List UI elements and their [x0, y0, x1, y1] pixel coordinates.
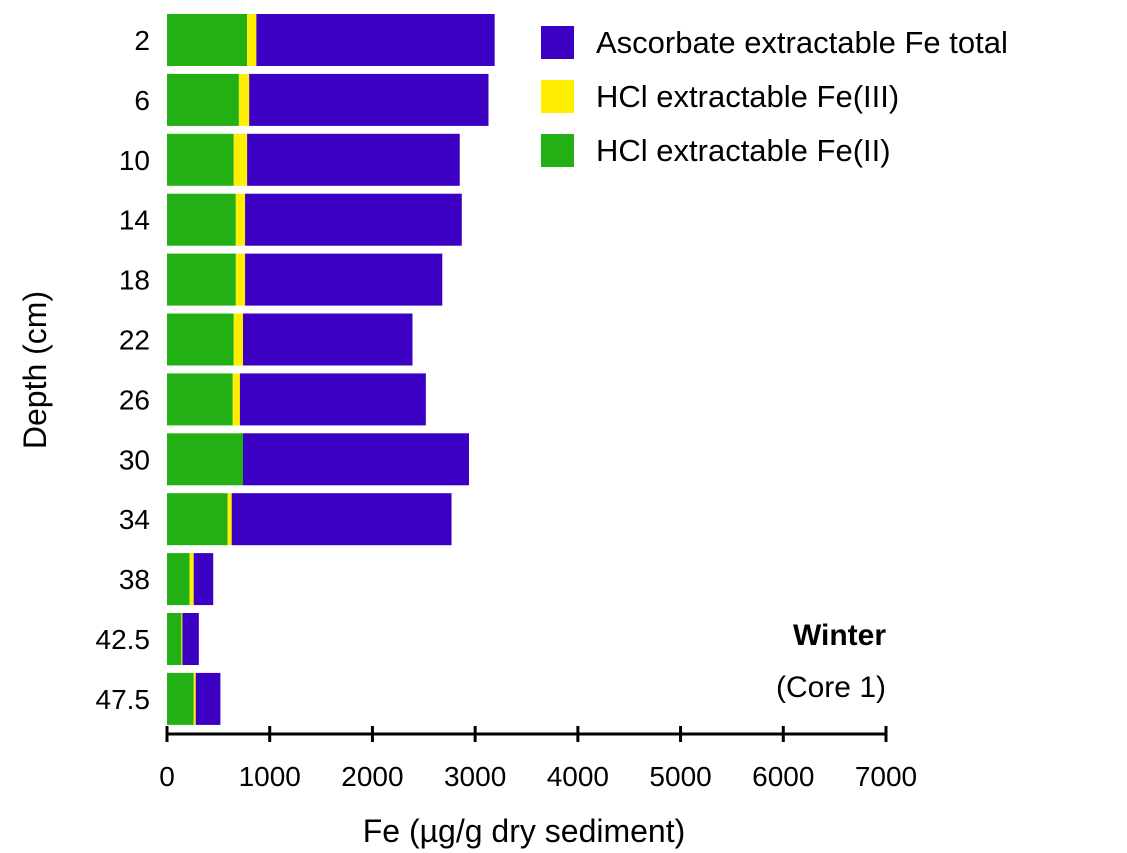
bar-segment-2-depth-3 [245, 193, 462, 246]
bar-segment-1-depth-10 [181, 613, 183, 665]
bar-segment-2-depth-10 [182, 613, 199, 665]
y-tick-label: 47.5 [96, 684, 151, 715]
x-tick-label: 2000 [341, 761, 403, 792]
bar-segment-1-depth-11 [193, 672, 196, 725]
bar-segment-1-depth-9 [189, 553, 194, 606]
bar-segment-0-depth-3 [167, 193, 236, 246]
x-tick-label: 0 [159, 761, 175, 792]
bar-segment-2-depth-0 [256, 14, 495, 66]
legend-swatch [541, 134, 574, 167]
bar-segment-0-depth-0 [167, 14, 248, 66]
bar-segment-0-depth-9 [167, 553, 190, 606]
y-tick-label: 34 [119, 504, 150, 535]
bar-segment-2-depth-11 [195, 672, 221, 725]
x-tick-label: 7000 [855, 761, 917, 792]
bar-segment-0-depth-4 [167, 253, 236, 306]
x-axis [165, 726, 888, 742]
bar-segment-1-depth-2 [233, 133, 248, 186]
x-tick-label: 3000 [444, 761, 506, 792]
y-tick-label: 26 [119, 384, 150, 415]
bar-segment-2-depth-9 [193, 553, 214, 606]
x-tick-labels: 0 1000 2000 3000 4000 5000 6000 7000 [159, 761, 917, 792]
bar-segment-2-depth-8 [231, 493, 452, 546]
bar-segment-0-depth-11 [167, 672, 194, 725]
bar-segment-2-depth-2 [247, 133, 460, 186]
y-tick-label: 14 [119, 205, 150, 236]
bar-segment-1-depth-1 [238, 73, 250, 126]
y-axis-title: Depth (cm) [17, 291, 53, 449]
annotation-title: Winter [793, 619, 886, 652]
bar-segment-1-depth-3 [235, 193, 246, 246]
bar-segment-1-depth-8 [227, 493, 232, 546]
y-tick-label: 6 [134, 85, 150, 116]
legend-swatch [541, 26, 574, 59]
y-tick-label: 30 [119, 444, 150, 475]
legend: Ascorbate extractable Fe total HCl extrac… [541, 25, 1008, 168]
legend-label: Ascorbate extractable Fe total [596, 25, 1008, 60]
legend-label: HCl extractable Fe(II) [596, 133, 891, 168]
bar-segment-1-depth-0 [247, 14, 257, 66]
bar-segment-0-depth-5 [167, 313, 234, 366]
bar-segment-0-depth-1 [167, 73, 239, 126]
legend-swatch [541, 80, 574, 113]
bar-segment-2-depth-1 [249, 73, 489, 126]
annotation-subtitle: (Core 1) [776, 671, 886, 704]
bar-segment-1-depth-4 [235, 253, 246, 306]
bar-segment-0-depth-10 [167, 613, 182, 665]
bar-segment-0-depth-6 [167, 373, 233, 426]
bar-segment-2-depth-5 [243, 313, 413, 366]
y-tick-label: 2 [134, 25, 150, 56]
bar-segment-2-depth-4 [245, 253, 443, 306]
bar-segment-1-depth-6 [232, 373, 240, 426]
y-tick-label: 38 [119, 564, 150, 595]
y-tick-label: 18 [119, 265, 150, 296]
y-tick-label: 22 [119, 325, 150, 356]
x-tick-label: 4000 [547, 761, 609, 792]
y-tick-label: 42.5 [96, 624, 151, 655]
y-tick-label: 10 [119, 145, 150, 176]
bar-segment-2-depth-6 [239, 373, 426, 426]
bar-segment-0-depth-7 [167, 433, 244, 486]
bar-segment-1-depth-5 [233, 313, 244, 366]
bar-segment-0-depth-2 [167, 133, 234, 186]
bars-group [167, 14, 495, 725]
x-axis-title: Fe (µg/g dry sediment) [363, 813, 686, 849]
bar-segment-2-depth-7 [243, 433, 469, 486]
legend-label: HCl extractable Fe(III) [596, 79, 899, 114]
bar-segment-0-depth-8 [167, 493, 228, 546]
x-tick-label: 5000 [649, 761, 711, 792]
x-tick-label: 1000 [239, 761, 301, 792]
x-tick-label: 6000 [752, 761, 814, 792]
